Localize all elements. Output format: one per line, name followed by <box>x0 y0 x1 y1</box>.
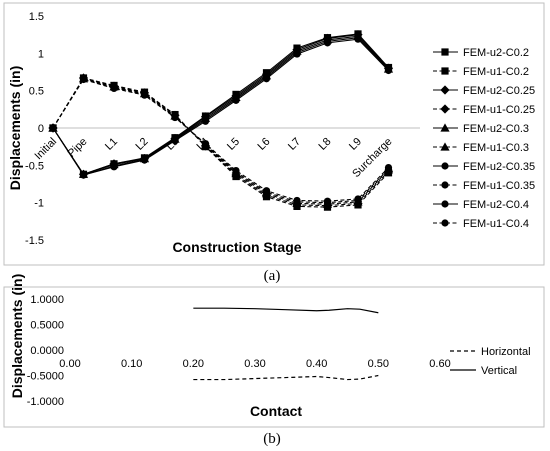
panel-a-ytick-label: -1 <box>34 198 44 210</box>
panel-b-ytick-label: 0.0000 <box>30 345 64 357</box>
panel-a-category-label: L1 <box>103 136 120 153</box>
panel-a-legend-label: FEM-u1-C0.2 <box>463 66 529 78</box>
panel-a-legend-marker <box>441 200 449 208</box>
panel-a-data-point <box>110 163 118 171</box>
panel-a-category-label: L5 <box>225 136 242 153</box>
panel-a-frame <box>3 2 545 266</box>
panel-a-legend-label: FEM-u2-C0.2 <box>463 47 529 59</box>
panel-a-legend-label: FEM-u1-C0.3 <box>463 142 529 154</box>
panel-a-legend-marker <box>441 48 449 56</box>
panel-a-data-point <box>293 50 301 58</box>
panel-b-xtick-label: 0.50 <box>368 358 389 370</box>
panel-a-legend-marker <box>440 104 450 114</box>
panel-b-xtick-label: 0.60 <box>429 358 450 370</box>
panel-a-legend-marker <box>441 67 449 75</box>
panel-b-plot: 1.0000 0.5000 0.0000 -0.5000 -1.0000 0.00 0.10… <box>27 294 451 408</box>
panel-b-xtick-label: 0.40 <box>306 358 327 370</box>
panel-a-data-point <box>171 113 179 122</box>
panel-a-category-label: L9 <box>347 136 364 153</box>
panel-a-legend-marker <box>441 162 449 170</box>
panel-a-legend-marker <box>441 219 449 227</box>
panel-a-legend-marker <box>440 85 450 95</box>
panel-a-ytick-label: 1 <box>38 48 44 60</box>
panel-a-data-point <box>232 166 240 175</box>
panel-b-xtick-label: 0.00 <box>59 358 80 370</box>
panel-a-legend-label: FEM-u1-C0.35 <box>463 180 535 192</box>
panel-a-legend: FEM-u2-C0.2 FEM-u1-C0.2 FEM-u2-C0.25 FEM-u1… <box>433 47 535 230</box>
panel-a-legend-label: FEM-u1-C0.25 <box>463 104 535 116</box>
panel-a-data-point <box>293 196 301 205</box>
panel-a-data-point <box>262 187 271 195</box>
panel-a-series-line <box>52 37 389 176</box>
panel-a-data-point <box>171 137 179 145</box>
panel-b-legend-label: Vertical <box>481 365 517 377</box>
panel-a-legend-marker <box>440 123 450 132</box>
panel-a-series-line <box>52 35 389 175</box>
panel-a-data-point <box>384 66 393 75</box>
panel-b-ytick-label: 0.5000 <box>30 320 64 332</box>
panel-a-category-label: L7 <box>286 136 303 153</box>
panel-b-label: (b) <box>263 431 281 447</box>
panel-a-ytick-label: -0.5 <box>25 160 44 172</box>
panel-a-legend-label: FEM-u2-C0.3 <box>463 123 529 135</box>
panel-a-series-line <box>52 77 389 207</box>
panel-a-series-line <box>52 77 389 208</box>
panel-a-data-point <box>354 195 362 203</box>
panel-a-category-label: L8 <box>316 136 333 153</box>
panel-a-ytick-label: 1.5 <box>29 11 44 23</box>
panel-b-series-line <box>193 374 379 381</box>
panel-a-category-label: Pipe <box>66 136 90 160</box>
panel-a-legend-label: FEM-u2-C0.4 <box>463 199 529 211</box>
panel-b-xtick-label: 0.20 <box>183 358 204 370</box>
panel-a-ytick-label: -1.5 <box>25 235 44 247</box>
panel-a-data-point <box>262 75 271 83</box>
panel-a-xlabel: Construction Stage <box>172 239 301 255</box>
panel-a-legend-label: FEM-u1-C0.4 <box>463 218 529 230</box>
panel-a-data-point <box>384 163 393 172</box>
panel-b-legend: Horizontal Vertical <box>450 346 531 377</box>
panel-a-series-line <box>52 78 389 202</box>
panel-b-ytick-label: -1.0000 <box>27 396 64 408</box>
panel-a-ylabel: Displacements (in) <box>7 66 23 190</box>
panel-a-data-point <box>232 96 240 104</box>
panel-a-category-label: L2 <box>133 136 150 153</box>
panel-a-category-label: L6 <box>255 136 272 153</box>
panel-a-label: (a) <box>264 268 281 284</box>
panel-a-data-point <box>323 197 332 205</box>
panel-b-xtick-label: 0.10 <box>121 358 142 370</box>
panel-a-category-label: Initial <box>32 136 59 163</box>
panel-a-plot: 1.510.50-0.5-1-1.5InitialPipeL1L2L3L4L5L… <box>25 11 420 247</box>
panel-a-series-line <box>52 33 389 175</box>
panel-a-legend-marker <box>441 181 449 189</box>
panel-b-frame <box>3 286 545 428</box>
panel-b-xlabel: Contact <box>250 403 302 419</box>
panel-a-data-point <box>140 91 149 99</box>
panel-a-ytick-label: 0 <box>38 123 44 135</box>
panel-b-ytick-label: -0.5000 <box>27 371 64 383</box>
panel-a-data-point <box>49 124 57 132</box>
panel-b-series-line <box>193 307 379 314</box>
panel-a-legend-label: FEM-u2-C0.35 <box>463 161 535 173</box>
panel-b-legend-label: Horizontal <box>481 346 531 358</box>
panel-a-data-point <box>201 117 210 125</box>
panel-a-data-point <box>323 39 332 47</box>
panel-a-series-line <box>52 78 389 204</box>
panel-a-series-line <box>52 78 389 205</box>
panel-a-legend-label: FEM-u2-C0.25 <box>463 85 535 97</box>
panel-b-ylabel: Displacements (in) <box>9 274 25 398</box>
panel-a-legend-marker <box>440 142 450 151</box>
panel-a-data-point <box>140 156 149 164</box>
panel-a-data-point <box>110 84 118 93</box>
panel-a-data-point <box>201 140 210 148</box>
panel-b-ytick-label: 1.0000 <box>30 294 64 306</box>
panel-a-series-line <box>52 34 389 175</box>
panel-a-series-line <box>52 38 389 176</box>
panel-a-ytick-label: 0.5 <box>29 86 44 98</box>
panel-a-data-point <box>354 35 362 43</box>
panel-b-xtick-label: 0.30 <box>244 358 265 370</box>
panel-a-data-point <box>79 171 88 179</box>
panel-a-data-point <box>79 75 88 84</box>
